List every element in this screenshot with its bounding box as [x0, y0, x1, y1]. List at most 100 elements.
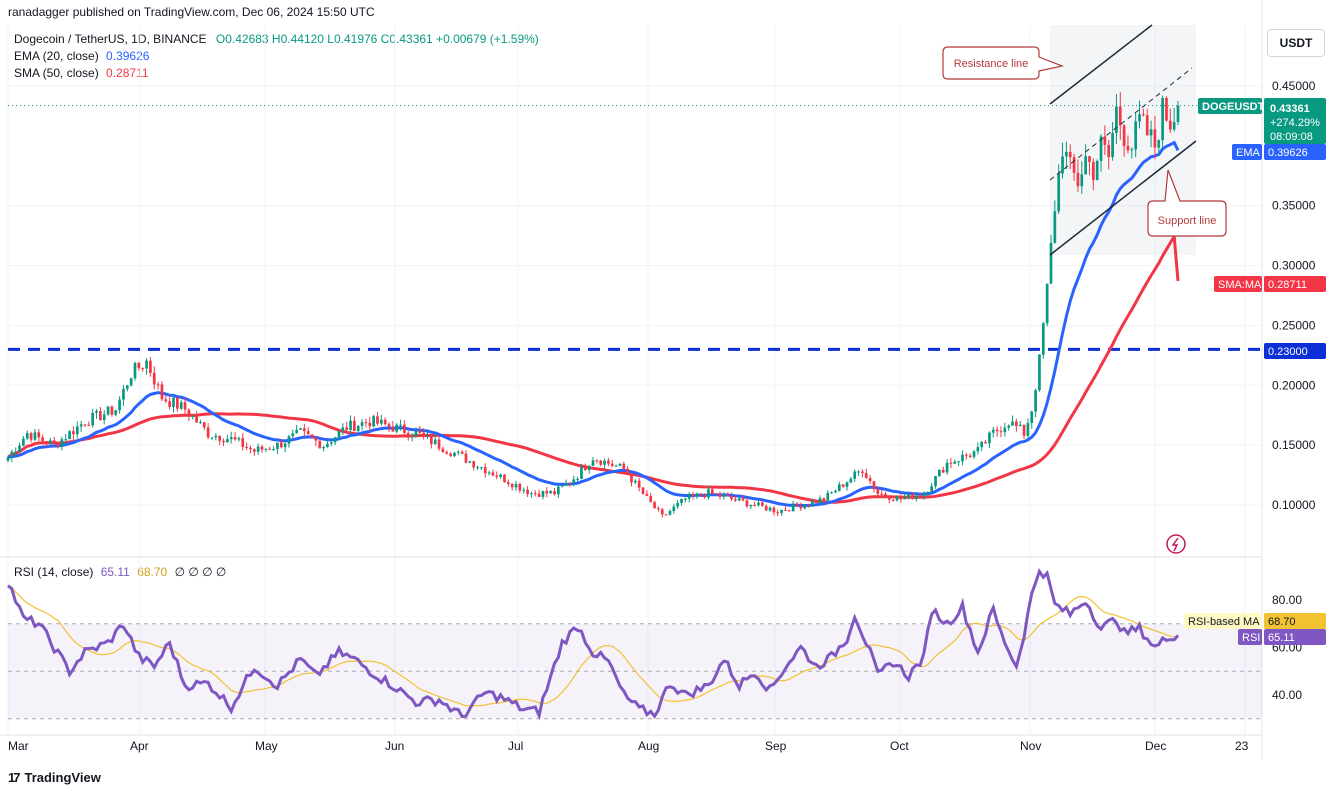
- candle-body: [437, 439, 441, 449]
- time-tick-label: Mar: [8, 739, 29, 753]
- candle-body: [811, 500, 814, 506]
- candle-body: [160, 384, 164, 400]
- candle-body: [1103, 136, 1107, 145]
- candle-body: [460, 451, 464, 454]
- candle-body: [680, 498, 683, 503]
- candle-body: [1095, 160, 1099, 181]
- candle-body: [1126, 146, 1130, 151]
- candle-body: [1022, 424, 1026, 436]
- sma-label[interactable]: SMA (50, close): [14, 66, 99, 80]
- candle-body: [757, 502, 760, 506]
- candle-body: [383, 419, 387, 425]
- candle-body: [518, 484, 522, 491]
- candle-body: [760, 502, 764, 506]
- candle-body: [156, 384, 160, 386]
- candle-body: [145, 360, 148, 369]
- sma-tag: SMA:MA: [1218, 279, 1262, 291]
- candle-body: [530, 493, 533, 495]
- legend-ema-row: EMA (20, close) 0.39626: [14, 48, 539, 65]
- candle-body: [984, 441, 987, 444]
- candle-body: [726, 495, 730, 497]
- candle-body: [199, 422, 202, 424]
- candle-body: [468, 461, 472, 463]
- candle-body: [922, 493, 926, 497]
- candle-body: [295, 429, 298, 434]
- candle-body: [972, 451, 976, 457]
- symbol-label[interactable]: Dogecoin / TetherUS, 1D, BINANCE: [14, 32, 207, 46]
- moving-averages: [7, 140, 1180, 507]
- candle-body: [610, 463, 614, 466]
- candle-body: [252, 449, 256, 452]
- candle-body: [934, 476, 937, 487]
- candle-body: [899, 496, 903, 500]
- last-price-tag-bg: [1264, 98, 1326, 144]
- candle-body: [1145, 115, 1149, 136]
- candle-body: [449, 453, 452, 457]
- candle-body: [1099, 136, 1103, 161]
- rsi-ma-value-tag: 68.70: [1268, 616, 1296, 628]
- ema-tag-bg: [1232, 144, 1262, 160]
- candle-body: [676, 502, 680, 507]
- candle-body: [122, 388, 125, 400]
- last-price-tag-text: +274.29%: [1270, 117, 1320, 129]
- candle-body: [699, 493, 703, 496]
- candle-body: [14, 451, 18, 453]
- lightning-icon-bolt: [1171, 537, 1179, 552]
- currency-selector[interactable]: USDT: [1267, 29, 1325, 57]
- candle-body: [214, 435, 218, 438]
- candle-body: [914, 495, 918, 500]
- chart-legend: Dogecoin / TetherUS, 1D, BINANCE O0.4268…: [14, 31, 539, 82]
- candle-body: [206, 427, 210, 438]
- resistance-callout-text: Resistance line: [954, 58, 1029, 70]
- candle-body: [245, 447, 248, 449]
- candle-body: [814, 500, 818, 503]
- candle-body: [41, 437, 44, 442]
- candle-body: [114, 410, 118, 415]
- candle-body: [995, 429, 999, 432]
- candle-body: [707, 489, 710, 498]
- candle-body: [657, 508, 660, 510]
- candle-body: [764, 505, 768, 511]
- candle-body: [168, 401, 171, 407]
- candle-body: [133, 362, 137, 379]
- candle-body: [10, 451, 14, 458]
- candle-body: [691, 494, 695, 496]
- candle-body: [456, 451, 460, 453]
- candle-body: [710, 489, 714, 494]
- candle-body: [888, 496, 891, 500]
- candle-body: [379, 419, 383, 424]
- price-tick-label: 0.35000: [1272, 199, 1316, 213]
- candle-body: [1130, 149, 1134, 151]
- support-callout-text: Support line: [1158, 215, 1217, 227]
- candle-body: [918, 495, 922, 497]
- candle-body: [849, 478, 853, 483]
- candle-body: [249, 447, 252, 450]
- rsi-value-tag-bg: [1264, 629, 1326, 645]
- candle-body: [141, 368, 145, 370]
- candle-body: [1038, 354, 1041, 391]
- candle-body: [926, 491, 930, 494]
- candle-body: [79, 424, 83, 427]
- candle-body: [830, 492, 833, 494]
- legend-symbol-row: Dogecoin / TetherUS, 1D, BINANCE O0.4268…: [14, 31, 539, 48]
- rsi-label[interactable]: RSI (14, close): [14, 565, 94, 579]
- candle-body: [406, 432, 410, 437]
- resistance-callout-box: [942, 46, 1065, 80]
- time-tick-label: Dec: [1145, 739, 1166, 753]
- candle-body: [191, 415, 195, 417]
- candle-body: [368, 422, 372, 427]
- candle-body: [337, 431, 341, 438]
- candle-body: [45, 441, 48, 445]
- rsi-ma-tag-bg: [1184, 613, 1262, 629]
- candle-body: [968, 455, 972, 457]
- candle-body: [964, 454, 968, 456]
- candle-body: [703, 495, 706, 498]
- rsi-tick-label: 80.00: [1272, 593, 1302, 607]
- candle-body: [1122, 125, 1126, 147]
- candle-body: [1111, 133, 1114, 158]
- ema-label[interactable]: EMA (20, close): [14, 49, 99, 63]
- candle-body: [483, 467, 487, 474]
- tradingview-logo[interactable]: 17 TradingView: [8, 770, 101, 785]
- candle-body: [64, 439, 68, 441]
